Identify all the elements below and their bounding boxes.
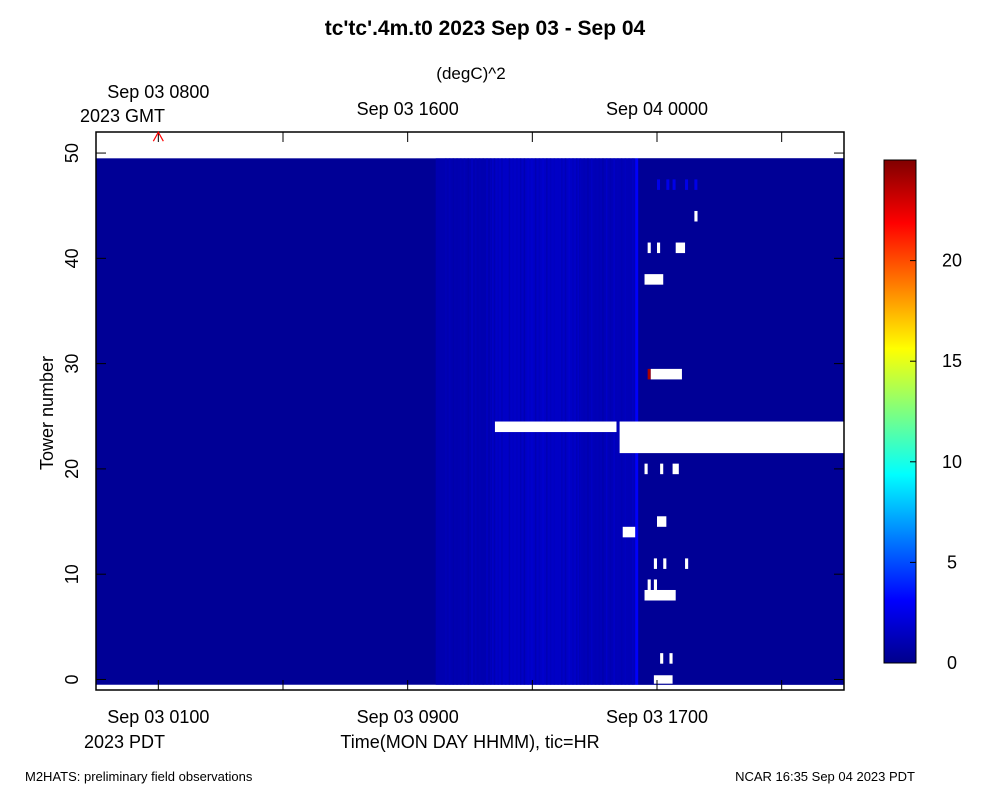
missing-data-block: [494, 421, 617, 433]
colorbar: 0 5 10 15 20: [883, 159, 962, 673]
marker-triangle: [152, 130, 164, 142]
missing-data-block: [669, 653, 673, 664]
missing-data-block: [685, 558, 689, 569]
bottom-axis-timezone: 2023 PDT: [84, 732, 165, 752]
x-tick-label-bottom: Sep 03 0900: [357, 707, 459, 727]
plot-frame: [95, 131, 845, 691]
heatmap-speckle: [657, 179, 660, 190]
heatmap-high-value: [647, 368, 651, 380]
missing-data-block: [653, 558, 657, 569]
missing-data-block: [619, 421, 844, 454]
missing-data-block: [644, 274, 664, 285]
missing-data-block: [657, 242, 661, 254]
heatmap-stripe: [471, 158, 473, 685]
heatmap-stripe: [489, 158, 492, 685]
x-tick-label-bottom: Sep 03 0100: [107, 707, 209, 727]
colorbar-ramp: [883, 159, 917, 664]
missing-data-block: [675, 242, 686, 254]
heatmap-stripe: [456, 158, 458, 685]
x-tick-label-top: Sep 04 0000: [606, 99, 708, 119]
heatmap-stripe: [482, 158, 485, 685]
heatmap-stripe: [452, 158, 455, 685]
top-axis-timezone: 2023 GMT: [80, 106, 165, 126]
y-tick-label: 30: [62, 354, 82, 374]
missing-data-block: [672, 463, 679, 475]
y-axis-label: Tower number: [37, 356, 57, 470]
missing-data-block: [644, 463, 648, 475]
missing-data-block: [657, 516, 667, 527]
y-tick-label: 0: [62, 674, 82, 684]
y-tick-label: 40: [62, 248, 82, 268]
missing-data-block: [653, 579, 657, 590]
missing-data-block: [694, 210, 698, 222]
heatmap-stripe: [486, 158, 488, 685]
top-axis-labels: Sep 03 0800 Sep 03 1600 Sep 04 0000: [107, 82, 708, 119]
y-axis: 0 10 20 30 40 50: [62, 143, 844, 684]
heatmap-stripe: [448, 158, 451, 685]
x-axis-label: Time(MON DAY HHMM), tic=HR: [340, 732, 599, 752]
heatmap-stripe: [463, 158, 466, 685]
x-tick-label-top: Sep 03 0800: [107, 82, 209, 102]
missing-data-block: [660, 653, 664, 664]
heatmap-stripe: [474, 158, 477, 685]
colorbar-label: (degC)^2: [436, 64, 505, 83]
heatmap-stripe: [617, 158, 619, 685]
footer-left: M2HATS: preliminary field observations: [25, 769, 253, 784]
y-tick-label: 50: [62, 143, 82, 163]
x-tick-label-bottom: Sep 03 1700: [606, 707, 708, 727]
colorbar-tick-label: 10: [942, 452, 962, 472]
colorbar-tick-label: 5: [947, 552, 957, 572]
heatmap-speckle: [666, 179, 670, 190]
heatmap-speckle: [685, 179, 689, 190]
missing-data-block: [622, 526, 636, 538]
x-tick-label-top: Sep 03 1600: [357, 99, 459, 119]
colorbar-tick-label: 20: [942, 251, 962, 271]
missing-data-block: [650, 368, 682, 380]
bottom-axis-labels: Sep 03 0100 Sep 03 0900 Sep 03 1700: [107, 707, 708, 727]
missing-data-block: [660, 463, 664, 475]
heatmap-stripe: [467, 158, 470, 685]
chart-title: tc'tc'.4m.t0 2023 Sep 03 - Sep 04: [325, 17, 646, 40]
y-tick-label: 20: [62, 459, 82, 479]
colorbar-tick-label: 0: [947, 653, 957, 673]
footer-right: NCAR 16:35 Sep 04 2023 PDT: [735, 769, 915, 784]
missing-data-block: [653, 675, 673, 684]
missing-data-block: [647, 579, 651, 590]
colorbar-tick-label: 15: [942, 351, 962, 371]
heatmap-stripe: [460, 158, 462, 685]
missing-data-block: [647, 242, 651, 254]
heatmap-stripe: [445, 158, 447, 685]
heatmap-speckle: [672, 179, 676, 190]
heatmap-speckle: [694, 179, 698, 190]
plot-area: [95, 130, 845, 691]
y-tick-label: 10: [62, 564, 82, 584]
missing-data-block: [663, 558, 667, 569]
heatmap-stripe: [478, 158, 481, 685]
heatmap-stripe: [493, 158, 496, 685]
missing-data-block: [644, 589, 676, 601]
